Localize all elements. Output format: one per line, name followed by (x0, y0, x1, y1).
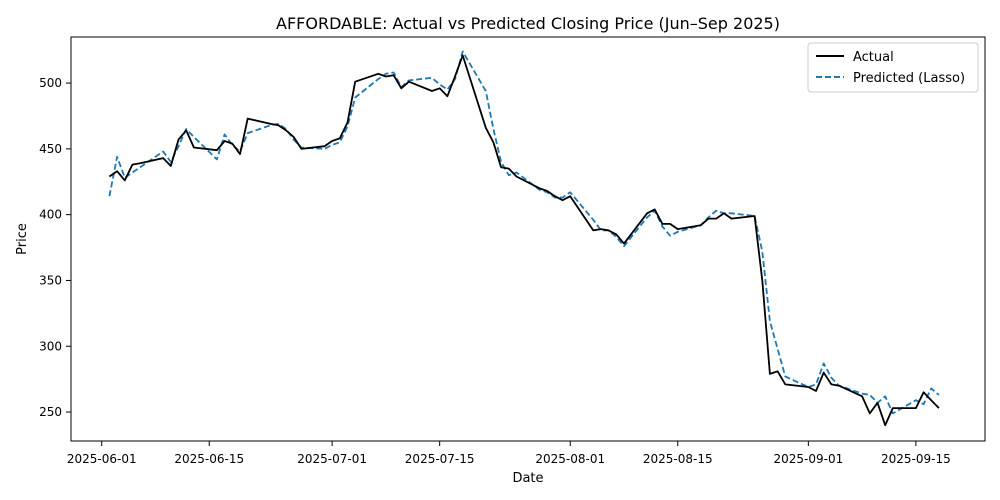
y-tick-label: 350 (39, 273, 62, 287)
y-tick-label: 300 (39, 339, 62, 353)
predicted-series-line (108, 50, 940, 415)
y-tick-label: 450 (39, 142, 62, 156)
x-tick-label: 2025-06-01 (67, 452, 137, 466)
actual-series-line (108, 54, 940, 427)
x-tick-label: 2025-08-01 (535, 452, 605, 466)
legend-label-predicted: Predicted (Lasso) (853, 71, 965, 86)
x-axis: 2025-06-01 2025-06-15 2025-07-01 2025-07-15… (67, 441, 951, 466)
series-layer (108, 50, 940, 427)
y-tick-label: 250 (39, 405, 62, 419)
x-tick-label: 2025-09-15 (881, 452, 951, 466)
legend-box (807, 42, 979, 93)
x-tick-label: 2025-07-01 (297, 452, 367, 466)
plot-area (71, 37, 985, 441)
y-axis: 250 300 350 400 450 500 (39, 76, 71, 419)
y-tick-label: 400 (39, 208, 62, 222)
x-tick-label: 2025-08-15 (643, 452, 713, 466)
x-tick-label: 2025-09-01 (773, 452, 843, 466)
x-axis-label: Date (512, 471, 543, 486)
x-tick-label: 2025-06-15 (174, 452, 244, 466)
chart-title: AFFORDABLE: Actual vs Predicted Closing … (276, 14, 780, 33)
legend-label-actual: Actual (853, 50, 894, 65)
x-tick-label: 2025-07-15 (405, 452, 475, 466)
plot-frame (70, 36, 986, 442)
legend: Actual Predicted (Lasso) (807, 42, 979, 93)
y-axis-label: Price (15, 223, 30, 255)
y-tick-label: 500 (39, 76, 62, 90)
